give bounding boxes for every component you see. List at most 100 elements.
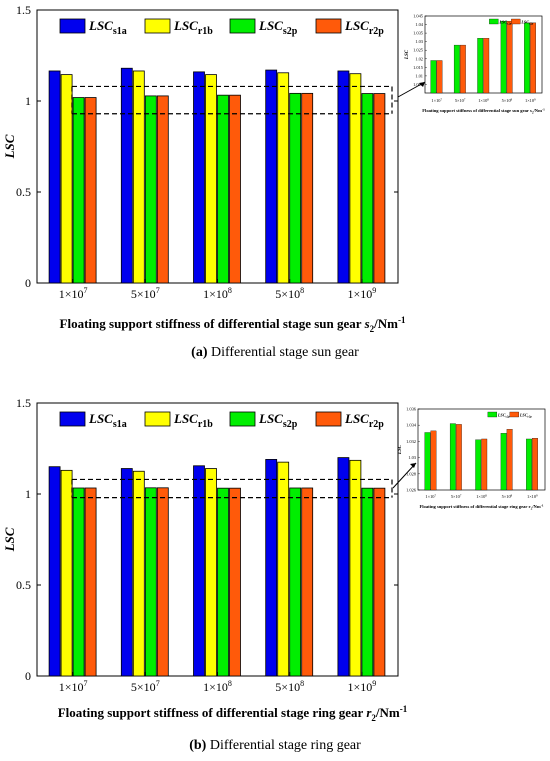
bar-s1a-4: [337, 457, 350, 677]
panel-a-chart: 0 0.5 1 1.5 LSC 1×107 5×107 1×108 5×108 1×109 LSCs…: [2, 3, 545, 334]
inset-x-tick-label: 1×108: [476, 494, 487, 500]
bar-s1a-3: [265, 69, 278, 284]
inset-y-tick-label: 1.02: [415, 56, 423, 61]
x-tick-label: 5×108: [275, 286, 304, 301]
y-tick-label: 0.5: [16, 578, 31, 592]
inset-bar-0-3: [500, 433, 507, 491]
inset-legend-label-0: LSCs2p: [497, 413, 510, 419]
bar-r1b-3: [277, 461, 290, 677]
caption-b: (b) Differential stage ring gear: [0, 738, 550, 754]
inset-bar-1-0: [430, 430, 437, 491]
inset-y-tick-label: 1.036: [406, 407, 417, 412]
x-tick-label: 1×108: [203, 679, 232, 694]
inset-legend-label-1: LSCr2p: [519, 413, 532, 419]
inset-y-tick-label: 1.035: [413, 31, 424, 36]
bar-s1a-1: [120, 67, 133, 284]
bar-s2p-2: [217, 487, 229, 677]
bar-r1b-1: [132, 70, 145, 284]
x-tick-label: 1×107: [59, 679, 88, 694]
inset-x-axis-label: Floating support stiffness of differenti…: [419, 504, 543, 511]
inset-y-tick-label: 1.03: [415, 39, 423, 44]
inset-x-axis-label: Floating support stiffness of differenti…: [422, 108, 545, 115]
bar-s2p-2: [217, 94, 229, 284]
y-axis-label: LSC: [2, 527, 17, 552]
x-tick-label: 1×109: [348, 679, 377, 694]
bar-r1b-4: [349, 459, 362, 677]
bar-s2p-0: [72, 487, 85, 677]
inset-legend-swatch-1: [509, 411, 520, 418]
inset-x-tick-label: 1×109: [527, 494, 538, 500]
inset-x-tick-label: 5×108: [502, 98, 513, 104]
legend-label-s1a: LSCs1a: [88, 18, 127, 37]
caption-b-label: (b): [189, 738, 207, 753]
legend-swatch-r2p: [315, 18, 342, 34]
y-tick-label: 1: [25, 487, 31, 501]
caption-b-text: Differential stage ring gear: [206, 738, 361, 753]
x-axis-label: Floating support stiffness of differenti…: [60, 315, 406, 334]
inset-bar-0-2: [477, 38, 484, 94]
bar-r2p-4: [373, 93, 386, 284]
inset-y-tick-label: 1.03: [408, 455, 416, 460]
inset-x-tick-label: 1×109: [525, 98, 536, 104]
bar-s1a-1: [120, 468, 133, 677]
zoom-arrowhead: [410, 463, 416, 468]
legend-swatch-r2p: [315, 411, 342, 427]
legend-swatch-s2p: [229, 411, 256, 427]
bar-r1b-2: [205, 74, 217, 284]
caption-a-text: Differential stage sun gear: [207, 345, 359, 360]
x-tick-label: 1×107: [59, 286, 88, 301]
inset-legend-swatch-1: [511, 18, 521, 25]
inset-bar-0-0: [430, 60, 437, 94]
zoom-arrowhead: [419, 82, 425, 87]
inset-chart: 1.026 1.028 1.03 1.032 1.034 1.036 LSC 1×107 5×1…: [398, 407, 546, 511]
inset-legend-label-1: LSCr2p: [520, 20, 533, 26]
bar-s1a-4: [337, 70, 350, 284]
inset-y-tick-label: 1.015: [413, 65, 424, 70]
bar-s2p-4: [361, 93, 374, 284]
bar-s1a-0: [48, 70, 61, 284]
inset-x-tick-label: 1×107: [431, 98, 442, 104]
inset-bar-1-4: [532, 438, 538, 491]
inset-legend-swatch-0: [489, 18, 499, 25]
inset-y-tick-label: 1.045: [413, 14, 424, 19]
bar-s1a-3: [265, 459, 278, 677]
inset-x-tick-label: 5×107: [451, 494, 462, 500]
bar-s2p-0: [72, 97, 85, 284]
y-tick-label: 0: [25, 669, 31, 683]
inset-legend-label-0: LSCs2p: [498, 20, 511, 26]
caption-a: (a) Differential stage sun gear: [0, 345, 550, 361]
y-tick-label: 1.5: [16, 3, 31, 17]
x-tick-label: 1×108: [203, 286, 232, 301]
bar-r1b-4: [349, 73, 362, 284]
y-tick-label: 0.5: [16, 185, 31, 199]
bar-r2p-3: [301, 92, 314, 284]
bar-r2p-0: [84, 487, 97, 677]
inset-y-tick-label: 1.025: [413, 48, 424, 53]
inset-x-tick-label: 5×108: [502, 494, 513, 500]
inset-legend-swatch-0: [487, 411, 498, 418]
bar-s1a-0: [48, 466, 61, 677]
legend-label-s2p: LSCs2p: [258, 411, 298, 430]
bar-s2p-1: [144, 487, 157, 677]
inset-bar-1-1: [455, 424, 462, 491]
bar-r1b-2: [205, 468, 217, 677]
legend-swatch-s2p: [229, 18, 256, 34]
inset-bar-1-1: [459, 44, 466, 94]
legend-label-r2p: LSCr2p: [344, 18, 384, 37]
legend-label-s1a: LSCs1a: [88, 411, 127, 430]
bar-r2p-1: [156, 95, 169, 284]
bar-s1a-2: [193, 71, 205, 284]
inset-y-axis-label: LSC: [398, 444, 403, 455]
legend-label-r1b: LSCr1b: [173, 18, 213, 37]
inset-y-tick-label: 1.028: [406, 471, 417, 476]
bar-s2p-1: [144, 95, 157, 284]
bar-r1b-0: [60, 74, 73, 284]
inset-bar-1-0: [436, 60, 443, 94]
inset-bar-0-1: [449, 423, 456, 491]
inset-bar-1-3: [506, 20, 513, 94]
legend-label-s2p: LSCs2p: [258, 18, 298, 37]
inset-y-tick-label: 1.01: [415, 73, 423, 78]
bar-r2p-4: [373, 487, 386, 677]
x-tick-label: 5×107: [131, 286, 160, 301]
